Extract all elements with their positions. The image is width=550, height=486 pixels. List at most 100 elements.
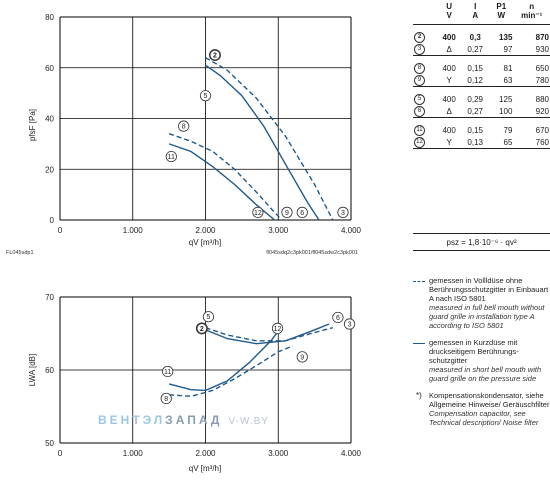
spec-power: 100 <box>489 105 514 118</box>
x-tick-label: 2.000 <box>195 449 216 458</box>
watermark-part3: V-W.BY <box>228 416 269 427</box>
spec-speed: 870 <box>535 32 549 42</box>
x-tick-label: 1.000 <box>123 449 144 458</box>
legend-dashed-de: gemessen in Vollldüse ohne Berührungssch… <box>429 276 549 303</box>
curve-marker-label: 5 <box>206 314 210 321</box>
x-tick-label: 2.000 <box>195 226 216 235</box>
spec-voltage: 400 <box>442 32 456 42</box>
x-tick-label: 4.000 <box>341 449 362 458</box>
curve-id-badge: 3 <box>413 43 437 56</box>
noise-chart-y-label: LWA [dB] <box>28 354 37 386</box>
curve-marker-label: 12 <box>274 326 282 333</box>
curve-3 <box>205 56 334 221</box>
spec-current: 0,13 <box>461 136 490 149</box>
curve-8 <box>168 133 283 221</box>
spec-header-i: I <box>474 2 477 11</box>
spec-voltage: 400 <box>442 125 456 135</box>
curve-marker-label: 12 <box>254 210 262 217</box>
pressure-chart-y-label: pfsF [Pa] <box>28 109 37 141</box>
spec-speed: 930 <box>513 43 550 56</box>
spec-speed: 880 <box>535 94 549 104</box>
curve-id-circle: 11 <box>414 125 425 136</box>
curve-marker-circle <box>195 322 208 335</box>
noise-chart-x-label: qV [m³/h] <box>189 464 221 473</box>
spec-voltage: Δ <box>437 105 462 118</box>
spec-voltage: 400 <box>442 63 456 73</box>
spec-units-row: V A W min⁻¹ <box>413 11 550 20</box>
spec-power: 125 <box>499 94 513 104</box>
curve-id-badge: 2 <box>413 31 437 43</box>
legend-note: *) Kompensationskondensator, siehe Allge… <box>413 391 550 427</box>
curve-id-circle: 9 <box>414 75 425 86</box>
curve-marker-label: 6 <box>300 210 304 217</box>
spec-row: 6 Δ 0,27 100 920 <box>413 105 550 118</box>
curve-marker-circle <box>209 49 221 62</box>
spec-power: 79 <box>503 125 513 135</box>
spec-power: 135 <box>499 32 513 42</box>
solid-line-icon <box>413 343 425 344</box>
curve-marker-label: 11 <box>168 154 175 161</box>
legend-solid: gemessen in Kurzdüse mit druckseitigem B… <box>413 338 550 383</box>
legend-dashed: gemessen in Vollldüse ohne Berührungssch… <box>413 276 550 330</box>
x-tick-label: 4.000 <box>341 226 362 235</box>
spec-speed: 760 <box>513 136 550 149</box>
spec-header-n: n <box>529 2 535 11</box>
spec-row: 8 400 0,15 81 650 <box>413 62 550 74</box>
spec-row: 11 400 0,15 79 670 <box>413 124 550 136</box>
spec-unit-n: min⁻¹ <box>521 11 543 20</box>
spec-table: U I P1 n V A W min⁻¹ 2 400 0,3 135 870 3 Δ 0,27… <box>413 2 550 149</box>
electrical-data-table: U I P1 n V A W min⁻¹ 2 400 0,3 135 870 3 Δ 0,27… <box>413 2 550 149</box>
watermark-part1: ВЕНТЭЛ <box>98 413 166 427</box>
curve-id-badge: 12 <box>413 136 437 149</box>
curve-marker-circle <box>202 311 215 323</box>
curve-marker-circle <box>165 150 177 163</box>
curve-id-badge: 5 <box>413 93 437 105</box>
y-tick-label: 20 <box>45 165 54 174</box>
spec-current: 0,15 <box>467 125 483 135</box>
curve-marker-label: 8 <box>164 396 168 403</box>
curve-marker-circle <box>162 365 174 378</box>
curve-marker-label: 3 <box>341 210 345 217</box>
curve-marker-circle <box>160 392 172 405</box>
formula: psz = 1,8·10⁻⁶ · qv² <box>413 233 550 251</box>
spec-speed: 780 <box>513 74 550 87</box>
spec-unit-i: A <box>472 11 479 20</box>
y-tick-label: 60 <box>45 366 54 375</box>
spec-power: 97 <box>489 43 514 56</box>
y-tick-label: 40 <box>45 115 54 124</box>
spec-voltage: Δ <box>437 43 462 56</box>
spec-current: 0,29 <box>467 94 483 104</box>
curve-marker-circle <box>281 206 293 218</box>
curve-id-badge: 6 <box>413 105 437 118</box>
y-tick-label: 80 <box>45 13 54 22</box>
curve-id-circle: 3 <box>414 44 425 55</box>
curve-2 <box>205 64 320 221</box>
dashed-line-icon <box>413 281 425 282</box>
legend-solid-de: gemessen in Kurzdüse mit druckseitigem B… <box>429 338 519 365</box>
x-tick-label: 3.000 <box>268 226 289 235</box>
spec-current: 0,15 <box>467 63 483 73</box>
x-tick-label: 0 <box>58 449 63 458</box>
spec-row: 3 Δ 0,27 97 930 <box>413 43 550 56</box>
legend-dashed-en: measured in full bell mouth without guar… <box>429 303 545 330</box>
curve-marker-circle <box>332 311 344 324</box>
legend-solid-en: measured in short bell mouth with guard … <box>429 365 542 383</box>
curve-marker-label: 8 <box>182 124 186 131</box>
x-tick-label: 0 <box>58 226 63 235</box>
legend-note-de: Kompensationskondensator, siehe Allgemei… <box>429 391 550 409</box>
curve-id-circle: 6 <box>414 106 425 117</box>
curve-marker-circle <box>337 206 349 218</box>
curve-2-5 <box>205 323 330 345</box>
curve-marker-circle <box>296 206 308 218</box>
curve-marker-label: 6 <box>336 315 340 322</box>
watermark-part2: ЗАПАД <box>165 413 223 427</box>
spec-header-row: U I P1 n <box>413 2 550 11</box>
spec-header-p: P1 <box>496 2 507 11</box>
y-tick-label: 60 <box>45 64 54 73</box>
curve-8-9 <box>169 345 294 398</box>
curve-marker-label: 9 <box>285 210 289 217</box>
spec-voltage: Y <box>437 136 462 149</box>
curve-id-circle: 5 <box>414 94 425 105</box>
curve-marker-label: 5 <box>204 93 208 100</box>
